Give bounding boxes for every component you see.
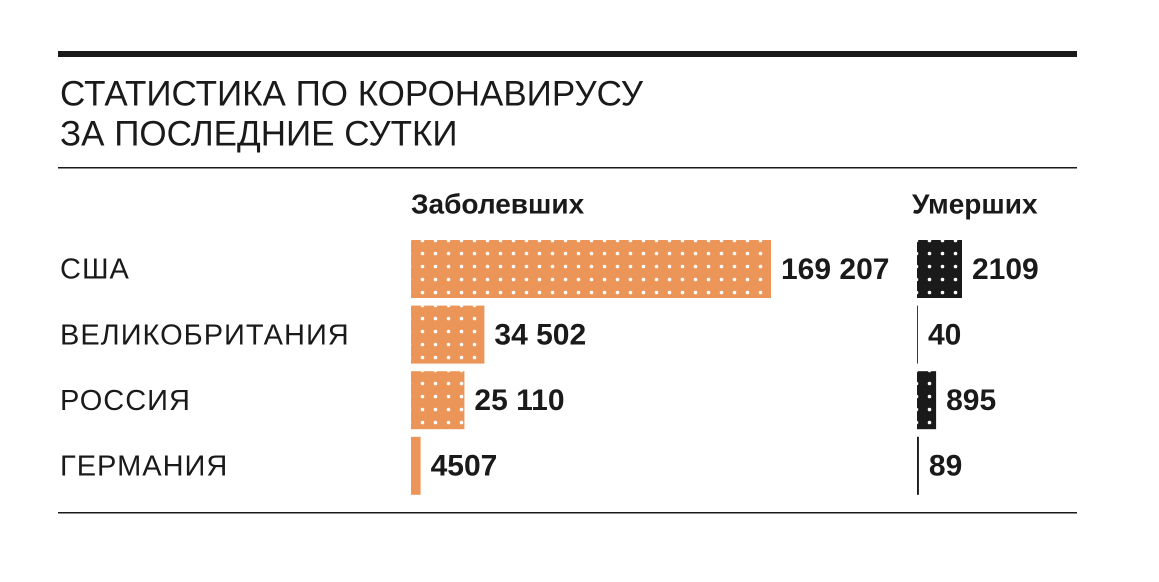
legend-label: Умерших	[912, 188, 1038, 219]
category-label: РОССИЯ	[60, 385, 191, 417]
value-label: 895	[946, 384, 996, 417]
bar-texture	[917, 371, 937, 430]
value-label: 34 502	[494, 319, 586, 352]
bar	[917, 305, 918, 364]
value-label: 2109	[972, 253, 1039, 286]
bar-texture	[917, 240, 962, 298]
value-label: 169 207	[781, 253, 889, 286]
value-label: 89	[929, 450, 962, 483]
bar	[917, 436, 919, 495]
rule	[58, 167, 1077, 169]
chart-title: ЗА ПОСЛЕДНИЕ СУТКИ	[60, 114, 458, 153]
top-rule	[58, 51, 1077, 57]
bar	[411, 436, 421, 495]
category-label: США	[60, 254, 130, 286]
value-label: 4507	[431, 450, 498, 483]
bar-texture	[411, 371, 465, 430]
bar-texture	[411, 305, 485, 364]
category-label: ВЕЛИКОБРИТАНИЯ	[60, 319, 350, 351]
bottom-rule	[58, 512, 1077, 514]
chart-title: СТАТИСТИКА ПО КОРОНАВИРУСУ	[60, 74, 644, 113]
value-label: 25 110	[474, 384, 564, 417]
category-label: ГЕРМАНИЯ	[60, 450, 228, 482]
bar-texture	[411, 240, 771, 298]
legend-label: Заболевших	[411, 188, 585, 219]
value-label: 40	[928, 319, 961, 352]
